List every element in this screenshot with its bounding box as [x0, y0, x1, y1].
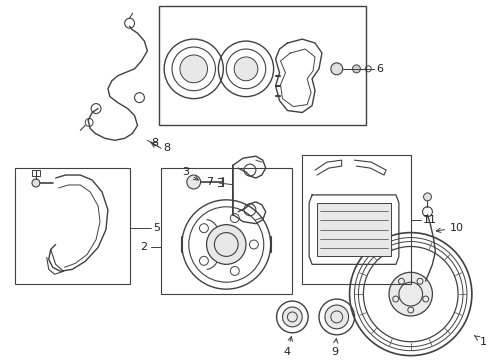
Circle shape — [330, 63, 342, 75]
Text: 1: 1 — [474, 336, 486, 347]
Text: 8: 8 — [163, 143, 170, 153]
Circle shape — [180, 55, 207, 83]
Circle shape — [282, 307, 302, 327]
Circle shape — [324, 305, 348, 329]
Text: 5: 5 — [153, 222, 160, 233]
Text: 10: 10 — [435, 222, 463, 233]
Circle shape — [186, 175, 200, 189]
Text: 4: 4 — [284, 337, 292, 357]
Text: 8: 8 — [151, 138, 158, 148]
Circle shape — [206, 225, 245, 264]
Bar — [316, 203, 390, 256]
Bar — [15, 168, 129, 284]
Bar — [32, 170, 40, 176]
Text: 9: 9 — [330, 339, 338, 357]
Bar — [159, 6, 366, 125]
Circle shape — [32, 179, 40, 187]
Text: 6: 6 — [375, 64, 383, 74]
Text: 3: 3 — [182, 167, 198, 180]
Text: 11: 11 — [422, 215, 436, 225]
Text: 2: 2 — [140, 243, 147, 252]
Circle shape — [423, 193, 430, 201]
Text: 7: 7 — [206, 177, 232, 187]
Circle shape — [388, 272, 431, 316]
Circle shape — [234, 57, 257, 81]
Circle shape — [352, 65, 360, 73]
Bar — [302, 155, 410, 284]
Bar — [161, 168, 292, 294]
